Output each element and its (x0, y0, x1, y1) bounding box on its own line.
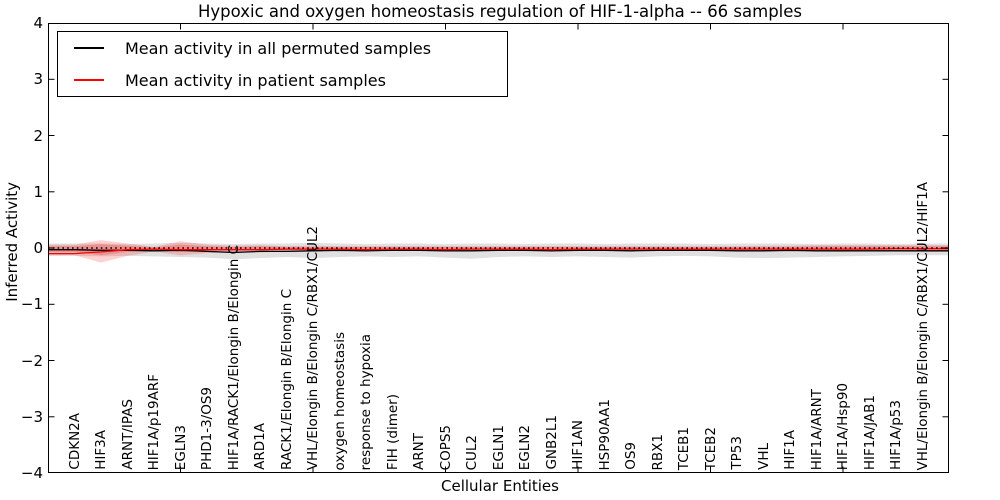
plot-frame (48, 23, 949, 473)
legend-line-sample-permuted (74, 47, 104, 49)
legend-line-sample-patient (74, 79, 104, 81)
plot-area (48, 23, 949, 473)
permuted-activity-envelope (48, 242, 949, 260)
x-category-label: CUL2 (464, 434, 480, 470)
x-category-label: ARD1A (252, 423, 268, 470)
legend-label-patient: Mean activity in patient samples (125, 70, 386, 90)
x-axis-label: Cellular Entities (441, 477, 559, 495)
x-category-label: HIF1AN (570, 420, 586, 470)
x-category-label: TCEB1 (676, 426, 692, 470)
x-category-label: TP53 (729, 436, 745, 470)
y-tick-label: 3 (33, 70, 43, 89)
legend: Mean activity in all permuted samples Me… (57, 31, 508, 97)
x-category-label: VHL/Elongin B/Elongin C/RBX1/CUL2/HIF1A (914, 181, 931, 470)
y-tick-label: 0 (33, 239, 43, 257)
x-category-label: HIF1A/p19ARF (146, 373, 162, 470)
chart-title: Hypoxic and oxygen homeostasis regulatio… (197, 2, 803, 21)
x-category-label: HIF1A/Hsp90 (835, 382, 851, 470)
x-category-label: oxygen homeostasis (331, 331, 348, 471)
y-tick-label: −3 (20, 407, 43, 426)
legend-entry-patient: Mean activity in patient samples (58, 66, 507, 94)
y-tick-label: 4 (33, 14, 43, 32)
x-category-label: HIF3A (93, 430, 109, 470)
legend-label-permuted: Mean activity in all permuted samples (125, 38, 432, 58)
series-line-patient (48, 247, 949, 255)
x-category-label: COPS5 (437, 424, 454, 470)
x-category-label: EGLN3 (172, 424, 189, 470)
x-category-label: GNB2L1 (543, 415, 560, 470)
x-category-label: HSP90AA1 (596, 398, 613, 470)
x-category-label: EGLN2 (517, 424, 533, 470)
series-line-permuted (48, 249, 949, 254)
x-category-label: HIF1A/p53 (888, 399, 904, 470)
y-tick-label: −4 (20, 464, 43, 482)
x-category-label: HIF1A/RACK1/Elongin B/Elongin C (225, 244, 242, 470)
x-category-label: TCEB2 (702, 426, 719, 470)
y-tick-label: −2 (20, 351, 43, 370)
x-category-label: VHL (755, 443, 772, 470)
x-category-label: VHL/Elongin B/Elongin C/RBX1/CUL2 (305, 225, 321, 470)
legend-entry-permuted: Mean activity in all permuted samples (58, 34, 507, 62)
x-category-label: ARNT (411, 433, 427, 470)
y-tick-label: −1 (20, 295, 43, 314)
patient-activity-envelope-inner (48, 244, 949, 256)
x-category-label: ARNT/IPAS (119, 399, 136, 470)
x-category-label: CDKN2A (66, 413, 83, 470)
x-category-label: PHD1-3/OS9 (199, 386, 215, 470)
x-category-label: EGLN1 (490, 424, 507, 470)
y-tick-label: 2 (33, 126, 43, 145)
x-category-label: OS9 (623, 442, 639, 470)
x-category-label: FIH (dimer) (384, 393, 401, 470)
y-tick-label: 1 (33, 182, 43, 201)
x-category-label: response to hypoxia (358, 333, 374, 470)
x-category-label: RACK1/Elongin B/Elongin C (278, 288, 295, 470)
x-category-label: HIF1A (782, 430, 798, 470)
x-category-label: HIF1A/ARNT (808, 388, 825, 470)
x-category-label: HIF1A/JAB1 (861, 394, 878, 470)
x-category-label: RBX1 (649, 433, 666, 470)
